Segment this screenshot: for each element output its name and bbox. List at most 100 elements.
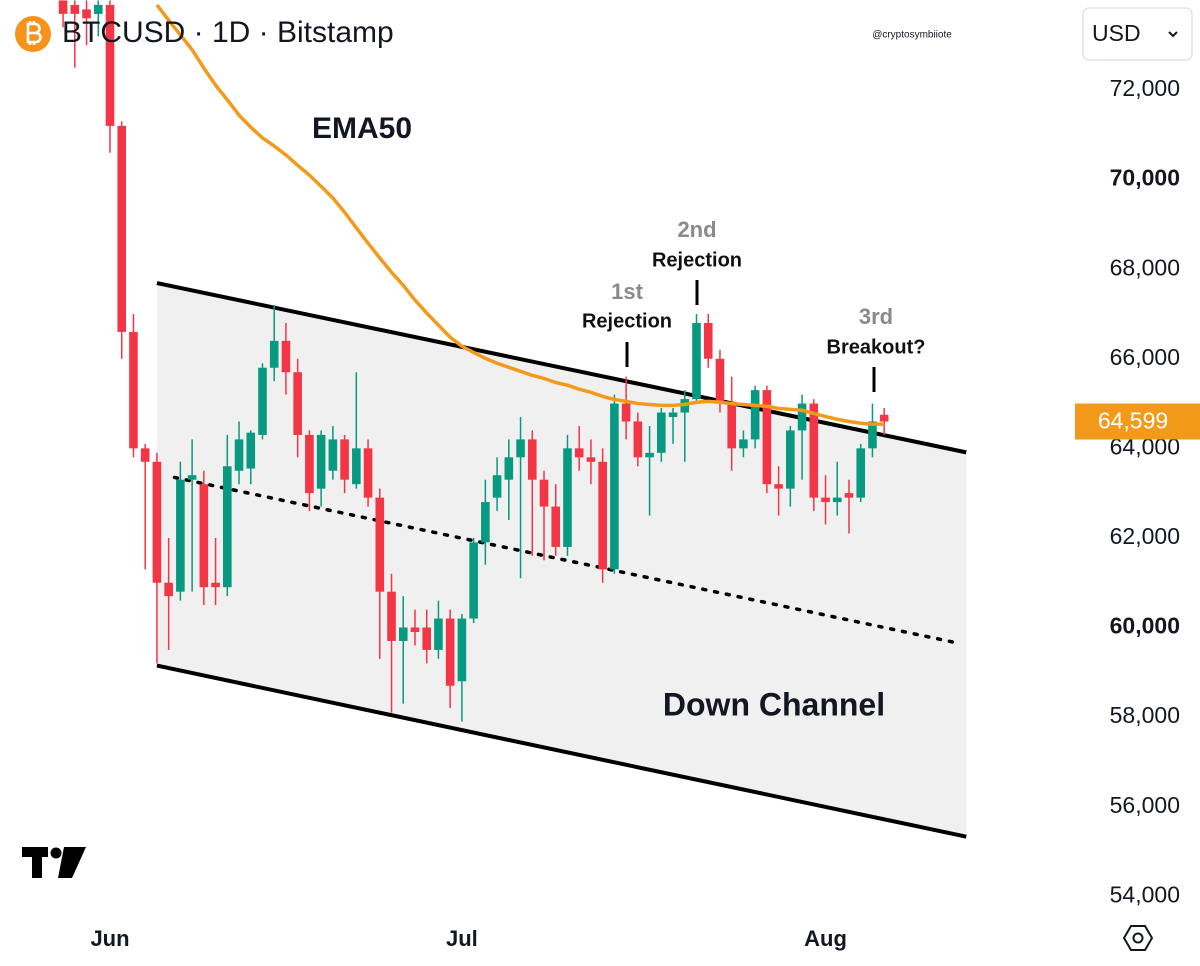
candle-body [527,439,537,480]
y-tick-label: 68,000 [1110,254,1180,280]
candle-body [363,448,373,498]
candle-body [586,457,596,462]
candle-body [832,497,842,503]
y-tick-label: 70,000 [1110,165,1180,191]
candle-body [633,421,643,458]
candle-body [657,412,666,453]
candle-body [703,322,713,359]
candle-body [305,434,314,494]
candle-body [340,439,349,480]
candle-body [93,4,103,14]
channel-label: Down Channel [663,686,885,722]
y-tick-label: 66,000 [1110,344,1180,370]
candle-body [481,502,490,543]
annotation-text: Rejection [582,310,672,332]
candle-body [469,542,478,619]
candle-body [492,475,502,498]
settings-hex[interactable] [1122,925,1154,951]
logo-part [32,847,42,878]
candle-body [223,466,232,588]
candle-body [762,390,772,485]
ema-line [155,3,885,426]
candle-body [187,475,197,480]
y-tick-label: 56,000 [1110,792,1180,818]
candle-body [797,403,807,431]
candle-body [879,414,889,422]
annotation-ordinal: 1st [611,279,643,304]
y-tick-label: 60,000 [1110,613,1180,639]
candle-body [539,479,549,507]
candle-body [352,448,361,485]
settings-button[interactable] [1122,925,1154,951]
axis-layer: 54,00056,00058,00060,00062,00064,00066,0… [90,75,1200,951]
candle-body [692,322,701,400]
dropdown-chevron[interactable] [1168,31,1178,38]
candle-body [739,439,748,449]
candle-body [82,9,91,19]
settings-dot[interactable] [1132,932,1144,944]
candle-body [140,448,150,462]
y-tick-label: 62,000 [1110,523,1180,549]
candle-body [621,403,631,422]
candle-body [410,627,420,632]
candle-body [246,432,256,469]
candle-body [715,358,725,404]
trend-line [156,663,967,839]
dropdown-box[interactable] [1082,7,1193,61]
candle-body [281,340,291,373]
candle-body [199,484,209,588]
candle-body [269,340,279,368]
annotation-ordinal: 3rd [859,304,893,329]
y-tick-label: 58,000 [1110,702,1180,728]
last-price-label: 64,599 [1098,408,1168,434]
candle-body [293,372,302,435]
candle-body [422,627,432,650]
x-tick-label: Aug [804,926,847,951]
candle-body [176,479,185,592]
candle-body [727,403,736,449]
line-layer [156,281,967,839]
candle-body [105,4,115,126]
ema-layer [155,3,885,426]
candle-body [58,0,68,14]
candle-body [786,430,795,489]
candle-body [164,582,173,597]
annotation-ordinal: 2nd [677,217,716,242]
candle-body [234,439,244,471]
y-tick-label: 54,000 [1110,881,1180,907]
candle-body [645,452,654,458]
logo-part [50,847,62,859]
candle-body [117,125,127,332]
candle-body [504,457,514,480]
logo-part [58,847,86,878]
candle-body [387,591,396,641]
candle-body [563,448,572,547]
candle-body [457,618,467,682]
candle-body [258,367,267,435]
candle-body [844,493,854,498]
tv-logo [22,847,86,878]
candle-body [551,506,561,547]
candle-body [774,484,783,489]
trend-line [156,281,967,455]
bitcoin-glyph [26,21,42,45]
candle-body [598,461,607,570]
ema-label: EMA50 [312,112,412,145]
candle-body [821,497,830,503]
currency-dropdown[interactable]: USD [1082,7,1193,61]
candle-body [375,497,385,592]
trend-line [172,475,963,646]
last-price-tag [1075,403,1200,440]
annotation-text: Rejection [652,249,742,271]
candle-body [750,390,760,440]
candle-layer [58,0,889,722]
candle-body [668,412,678,418]
annotation-text: Breakout? [827,336,926,358]
x-tick-label: Jul [446,926,478,951]
candle-body [516,439,525,458]
candle-body [211,582,220,588]
chart-title: BTCUSD · 1D · Bitstamp [62,16,394,49]
candle-body [398,627,408,641]
dropdown-label[interactable]: USD [1092,20,1141,46]
